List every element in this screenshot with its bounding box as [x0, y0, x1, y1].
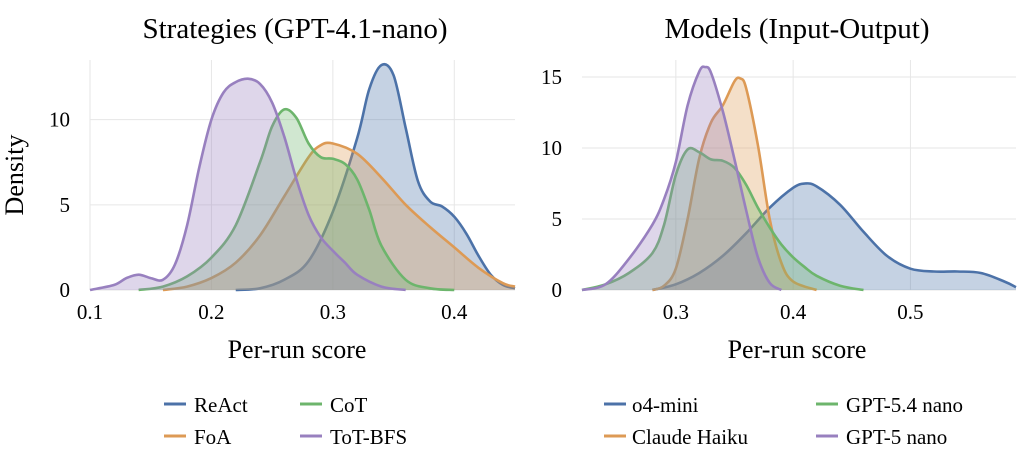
models-x-tick-label: 0.4	[780, 300, 807, 324]
density-line-claude-haiku	[651, 76, 818, 292]
legend-label-gpt-5-4-nano: GPT-5.4 nano	[846, 393, 963, 417]
legend-item-o4-mini[interactable]: o4-mini	[604, 393, 699, 417]
legend-label-react: ReAct	[194, 393, 248, 417]
models-chart-title: Models (Input-Output)	[665, 13, 930, 45]
density-fill-react	[235, 64, 515, 291]
density-fill-tot-bfs	[90, 78, 406, 290]
density-line-o4-mini	[652, 182, 1017, 292]
models-y-tick-label: 15	[541, 65, 562, 89]
legend-label-claude-haiku: Claude Haiku	[632, 425, 749, 449]
models-y-tick-label: 0	[552, 278, 563, 302]
models-legend: o4-mini GPT-5.4 nano Claude Haiku GPT-5 …	[604, 393, 963, 449]
density-line-foa	[162, 141, 516, 292]
strategies-y-tick-label: 5	[60, 193, 71, 217]
density-line-react	[235, 62, 516, 292]
strategies-tick-labels: 0.1 0.2 0.3 0.4 0 5 10	[49, 108, 468, 324]
legend-item-cot[interactable]: CoT	[300, 393, 368, 417]
legend-label-gpt-5-nano: GPT-5 nano	[846, 425, 947, 449]
models-x-tick-label: 0.5	[897, 300, 923, 324]
strategies-grid	[89, 60, 515, 291]
models-y-tick-label: 5	[552, 207, 563, 231]
legend-item-gpt-5-nano[interactable]: GPT-5 nano	[816, 425, 947, 449]
models-panel: Models (Input-Output) 0.3 0.4 0.5 0 5 10 15 Pe…	[541, 13, 1017, 364]
density-fill-claude-haiku	[652, 77, 817, 290]
legend-label-o4-mini: o4-mini	[632, 393, 699, 417]
strategies-x-tick-label: 0.1	[77, 300, 103, 324]
models-x-axis-label: Per-run score	[728, 335, 867, 364]
legend-item-claude-haiku[interactable]: Claude Haiku	[604, 425, 749, 449]
density-line-tot-bfs	[89, 77, 406, 292]
legend-item-tot-bfs[interactable]: ToT-BFS	[300, 425, 407, 449]
density-line-cot	[138, 107, 455, 292]
strategies-y-axis-label: Density	[0, 135, 29, 216]
density-line-gpt-5-4-nano	[581, 146, 864, 292]
legend-item-react[interactable]: ReAct	[164, 393, 248, 417]
models-tick-labels: 0.3 0.4 0.5 0 5 10 15	[541, 65, 924, 324]
models-y-tick-label: 10	[541, 136, 562, 160]
strategies-x-axis-label: Per-run score	[228, 335, 367, 364]
density-fill-cot	[138, 109, 455, 291]
strategies-y-tick-label: 0	[60, 278, 71, 302]
models-density-areas	[581, 65, 1017, 292]
density-line-gpt-5-nano	[581, 65, 783, 292]
legend-item-foa[interactable]: FoA	[164, 425, 232, 449]
strategies-x-tick-label: 0.3	[320, 300, 346, 324]
legend-label-tot-bfs: ToT-BFS	[330, 425, 407, 449]
density-fill-o4-mini	[652, 183, 1016, 290]
legend-label-foa: FoA	[194, 425, 232, 449]
legend-item-gpt-5-4-nano[interactable]: GPT-5.4 nano	[816, 393, 963, 417]
strategies-y-tick-label: 10	[49, 108, 70, 132]
strategies-x-tick-label: 0.4	[441, 300, 468, 324]
strategies-legend: ReAct CoT FoA ToT-BFS	[164, 393, 407, 449]
strategies-x-tick-label: 0.2	[198, 300, 224, 324]
strategies-density-areas	[89, 62, 516, 292]
strategies-panel: Strategies (GPT-4.1-nano) 0.1 0.2 0.3 0.4 0 5…	[0, 13, 516, 364]
legend-label-cot: CoT	[330, 393, 368, 417]
strategies-chart-title: Strategies (GPT-4.1-nano)	[143, 13, 448, 45]
density-fill-foa	[162, 142, 515, 290]
models-x-tick-label: 0.3	[663, 300, 689, 324]
density-fill-gpt-5-nano	[582, 66, 782, 290]
